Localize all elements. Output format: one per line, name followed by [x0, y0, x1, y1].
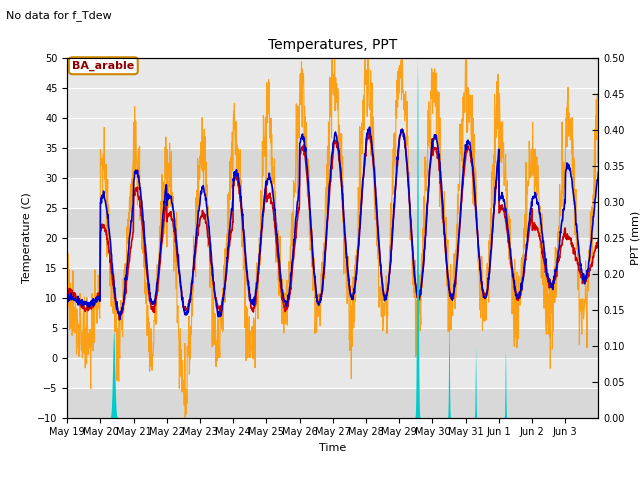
- Title: Temperatures, PPT: Temperatures, PPT: [268, 38, 397, 52]
- Y-axis label: PPT (mm): PPT (mm): [630, 210, 640, 265]
- Legend: Tair, Tsurf, Tsky, ppt: Tair, Tsurf, Tsky, ppt: [171, 479, 495, 480]
- Bar: [67, 388, 598, 418]
- Bar: [67, 327, 598, 358]
- Y-axis label: Temperature (C): Temperature (C): [22, 192, 31, 283]
- X-axis label: Time: Time: [319, 443, 346, 453]
- Text: BA_arable: BA_arable: [72, 60, 134, 71]
- Bar: [67, 208, 598, 238]
- Text: No data for f_Tdew: No data for f_Tdew: [6, 10, 112, 21]
- Bar: [67, 268, 598, 298]
- Bar: [67, 148, 598, 178]
